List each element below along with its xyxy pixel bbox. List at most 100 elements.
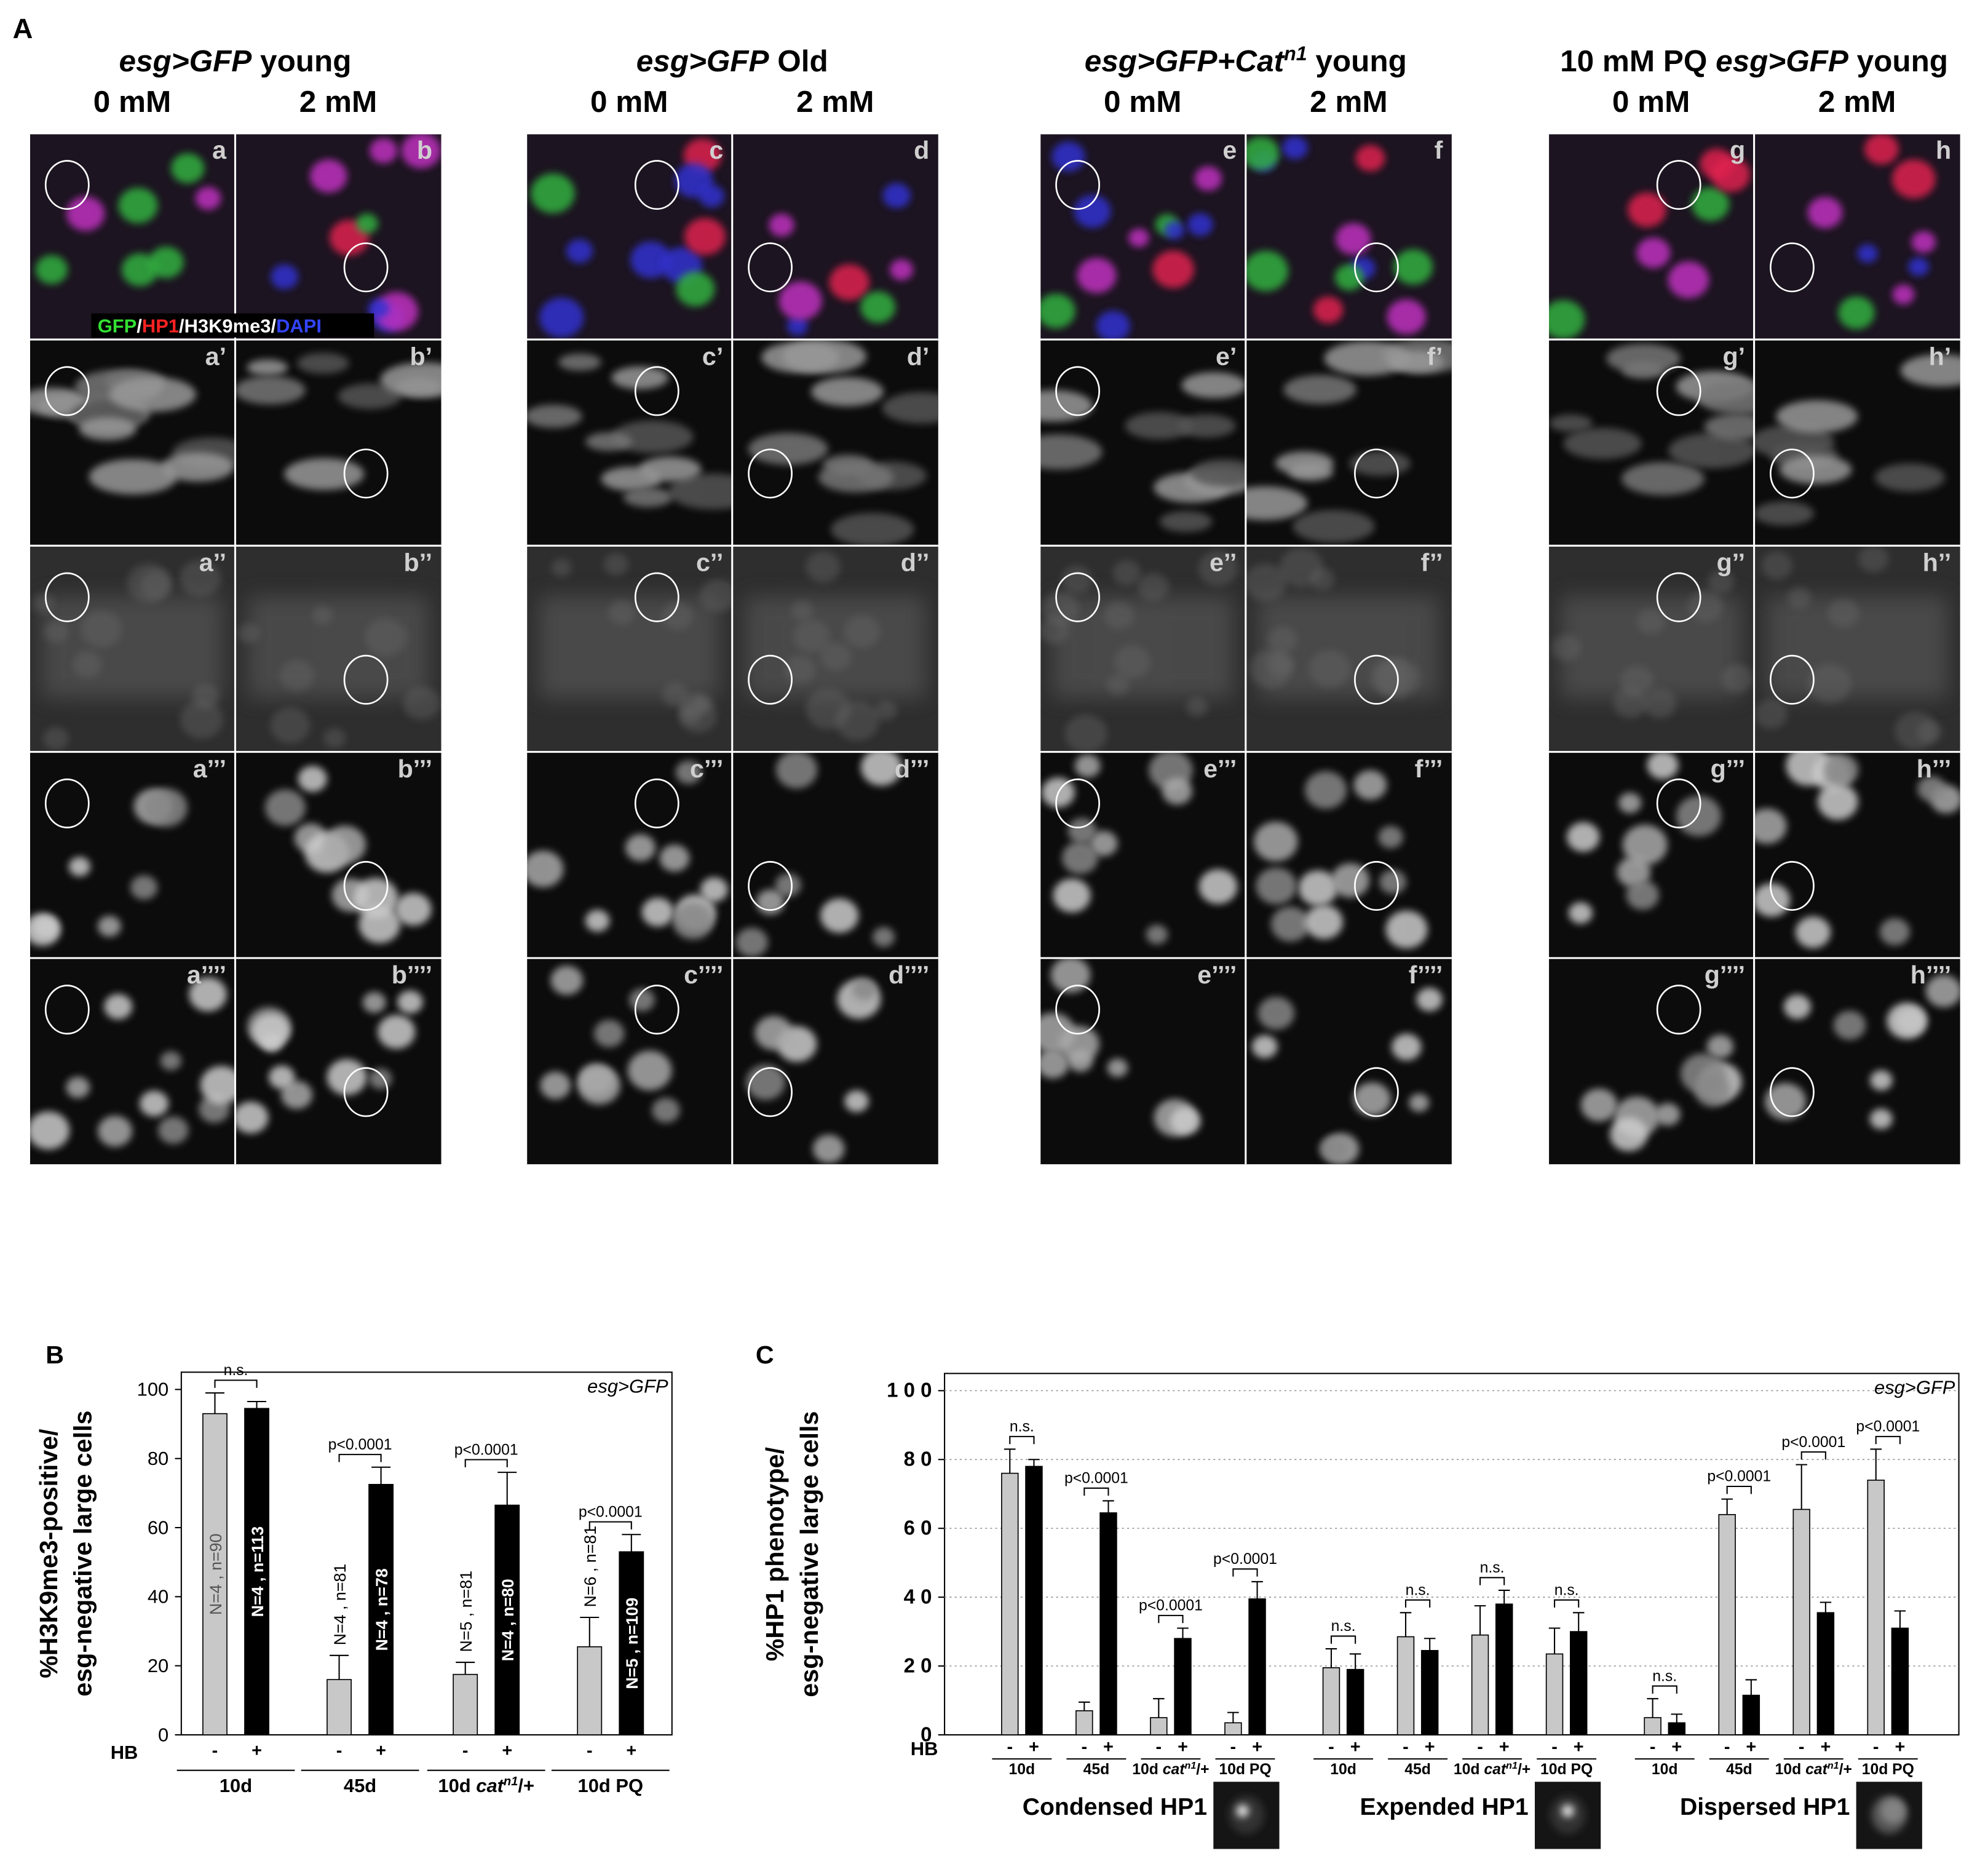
significance-label: n.s. (1554, 1582, 1579, 1598)
cell-blob (251, 1013, 290, 1049)
cell-blob (782, 339, 866, 373)
y-axis-label: %HP1 phenotype/ (761, 1447, 789, 1662)
cell-blob (1643, 688, 1677, 719)
cell-blob (1162, 777, 1192, 805)
cell-blob (1708, 569, 1735, 593)
micrograph-content (1245, 136, 1433, 335)
bar (1495, 1603, 1513, 1735)
nucleus-outline (1770, 242, 1815, 293)
nucleus-outline (748, 1067, 793, 1117)
cell-blob (161, 452, 234, 482)
micrograph-label: b’’’ (398, 755, 432, 783)
series-name: + (1178, 1737, 1188, 1757)
cell-blob (1251, 1035, 1278, 1058)
cell-blob (1257, 996, 1295, 1030)
cell-blob (1580, 1089, 1618, 1122)
cell-blob (890, 259, 914, 280)
cell-blob (118, 188, 158, 224)
cell-blob (79, 417, 137, 441)
phenotype-spot (1236, 1804, 1249, 1817)
cell-blob (354, 878, 398, 918)
cell-blob (81, 611, 122, 648)
micrograph-label: e (1222, 136, 1237, 164)
text-segment: young (1307, 44, 1407, 78)
micrograph: h (1754, 133, 1960, 340)
micrograph-label: f (1435, 136, 1443, 164)
micrograph-label: f’’ (1421, 549, 1443, 577)
cell-blob (1042, 592, 1079, 625)
significance-bracket (1158, 1614, 1184, 1624)
y-tick-label: 4 0 (904, 1585, 932, 1608)
nucleus-outline (1656, 160, 1701, 210)
cell-blob (1721, 664, 1754, 693)
micrograph: e (1039, 133, 1246, 340)
cell-blob (97, 1116, 133, 1147)
error-bar (1325, 1648, 1337, 1668)
text-segment: cat (1163, 1761, 1186, 1778)
cell-blob (1313, 296, 1344, 323)
cell-blob (1270, 906, 1310, 942)
category-label: 45d (1083, 1761, 1110, 1778)
cell-blob (748, 432, 828, 465)
significance-label: n.s. (1652, 1668, 1677, 1684)
cell-blob (1704, 413, 1754, 440)
micrograph: h’’’ (1754, 752, 1960, 958)
cell-blob (1668, 432, 1754, 469)
series-name: + (1746, 1737, 1756, 1757)
cell-blob (33, 593, 55, 614)
cell-blob (1622, 824, 1668, 865)
micrograph: b’ (235, 339, 442, 546)
series-name: - (1650, 1737, 1656, 1757)
cell-blob (1385, 910, 1428, 949)
cell-blob (1194, 166, 1222, 191)
cell-blob (401, 133, 442, 169)
cell-blob (1107, 1058, 1128, 1077)
bar (1792, 1509, 1810, 1735)
micrograph-content (29, 366, 236, 494)
cell-blob (1563, 427, 1642, 459)
bar (1248, 1598, 1266, 1735)
category-label: 45d (344, 1775, 376, 1796)
cell-blob (754, 1015, 793, 1050)
micrograph: b’’’’ (235, 958, 442, 1165)
cell-blob (68, 857, 91, 877)
micrograph-content (271, 133, 442, 332)
nucleus-outline (748, 861, 793, 911)
cell-blob (1917, 775, 1946, 802)
legend-entry: GFP (98, 315, 137, 337)
cell-blob (1283, 375, 1356, 405)
cell-blob (1393, 249, 1433, 285)
cell-blob (378, 1015, 416, 1049)
micrograph-bg (732, 133, 938, 340)
significance-bracket (1479, 1577, 1505, 1585)
cell-blob (397, 990, 423, 1014)
cell-blob (130, 875, 158, 900)
category-label: 10d (1009, 1761, 1036, 1778)
micrograph-label: g’’’’ (1705, 961, 1745, 989)
micrograph-content (1039, 141, 1222, 340)
nucleus-outline (44, 985, 90, 1035)
cell-blob (822, 454, 874, 475)
cell-blob (844, 615, 881, 648)
significance-bracket (464, 1459, 508, 1467)
cell-blob (1336, 223, 1371, 255)
cell-blob (810, 377, 884, 407)
legend-entry: HP1 (142, 315, 179, 337)
cell-blob (1177, 414, 1236, 438)
text-segment: n1 (1284, 42, 1307, 65)
micrograph: d (732, 133, 938, 340)
cell-blob (1353, 770, 1387, 800)
y-axis-label: esg-negative large cells (68, 1411, 97, 1697)
bar (368, 1483, 394, 1735)
cell-blob (1039, 293, 1075, 329)
cell-blob (630, 241, 671, 279)
cell-blob (820, 898, 859, 933)
micrograph-content (526, 760, 728, 940)
micrograph: c’ (526, 339, 732, 546)
nucleus-outline (1656, 572, 1701, 622)
cell-blob (1874, 463, 1946, 492)
cell-blob (860, 291, 896, 323)
significance-bracket (214, 1379, 258, 1388)
cell-blob (264, 789, 306, 826)
column-label: 0 mM (590, 85, 668, 119)
